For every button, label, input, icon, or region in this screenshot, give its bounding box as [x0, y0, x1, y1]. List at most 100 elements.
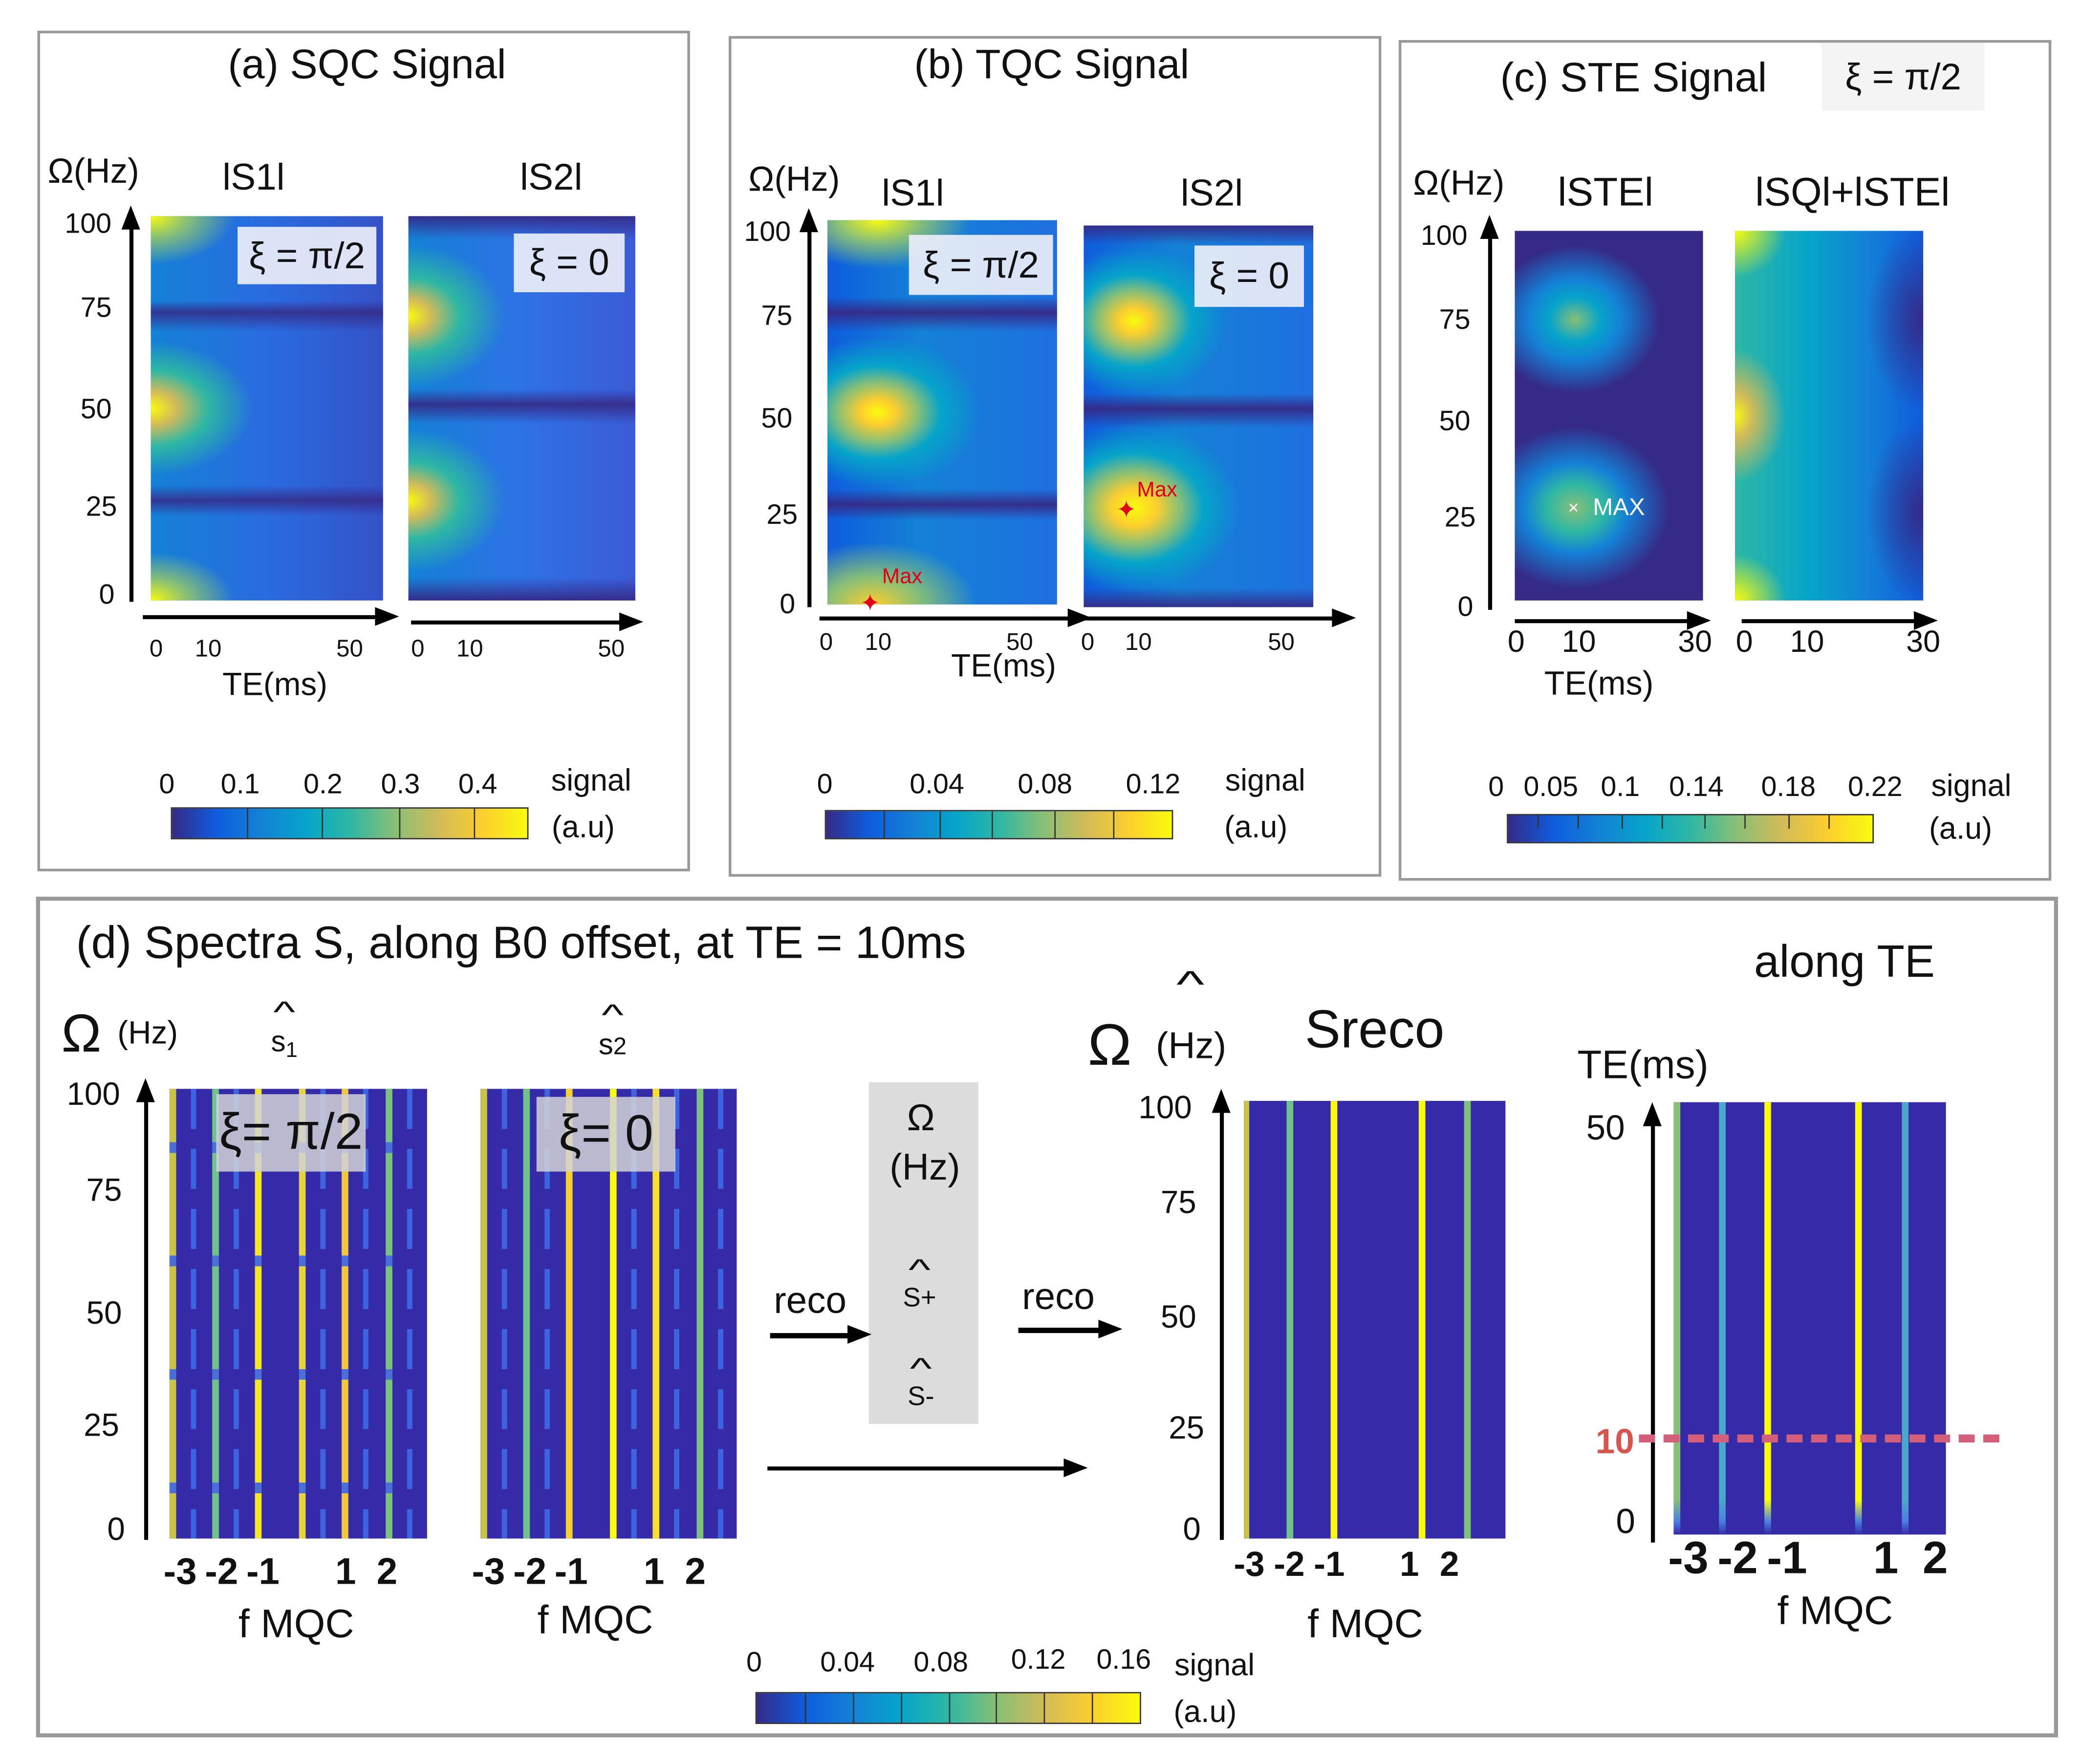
max-marker-icon: ✦ [1116, 496, 1137, 523]
x-tick: 50 [1006, 628, 1033, 655]
s-minus-label: ^ S- [907, 1352, 934, 1412]
y-tick: 100 [1420, 220, 1468, 252]
colorbar-tick: 0.05 [1523, 772, 1579, 803]
x-axis-label: f MQC [537, 1598, 653, 1643]
y-tick: 25 [84, 1407, 120, 1444]
x-tick: -2 [1717, 1533, 1758, 1584]
y-axis-arrow [136, 1078, 155, 1540]
colorbar-tick: 0.1 [1601, 772, 1640, 803]
x-axis-arrow [1741, 611, 1938, 630]
colorbar-unit: (a.u) [1224, 809, 1288, 844]
x-tick: 2 [1439, 1544, 1459, 1584]
x-axis-arrow [819, 608, 1092, 627]
y-tick: 50 [761, 404, 793, 434]
colorbar-tick: 0.4 [458, 769, 498, 800]
reco-arrow [1018, 1319, 1123, 1338]
direct-arrow [767, 1458, 1088, 1477]
colorbar-unit: (a.u) [551, 809, 615, 844]
colorbar [824, 810, 1173, 839]
y-tick: 75 [1160, 1184, 1196, 1221]
colorbar-tick: 0 [159, 769, 175, 800]
spectrum-along-te [1673, 1102, 1946, 1535]
spectral-line [1901, 1102, 1908, 1535]
xi-label: ξ = 0 [514, 233, 625, 293]
x-tick: -1 [1767, 1533, 1807, 1584]
y-tick: 50 [80, 394, 112, 425]
x-tick: 50 [598, 635, 625, 662]
colorbar-tick: 0.04 [820, 1647, 875, 1678]
y-tick: 0 [99, 580, 115, 611]
x-axis-label: f MQC [238, 1602, 354, 1647]
hz-label: (Hz) [117, 1015, 178, 1052]
faint-spectral-line [320, 1089, 326, 1539]
x-tick: 0 [819, 628, 833, 655]
y-tick-te-10: 10 [1595, 1421, 1634, 1462]
spectral-line [523, 1089, 530, 1539]
y-axis-arrow [1212, 1089, 1231, 1540]
x-tick: 2 [1922, 1533, 1948, 1584]
y-tick: 100 [1138, 1090, 1192, 1126]
x-tick: 0 [1735, 624, 1753, 659]
x-axis-arrow [411, 612, 644, 631]
y-tick: 100 [744, 216, 791, 248]
heatmap-ste [1515, 231, 1703, 601]
y-axis-label: Ω(Hz) [47, 151, 139, 191]
panel-a-title: (a) SQC Signal [228, 41, 506, 87]
spectral-line [1718, 1102, 1726, 1535]
spectral-line [1855, 1102, 1863, 1535]
reco-label: reco [1022, 1275, 1095, 1317]
spectrum-s2 [480, 1089, 737, 1539]
colorbar-tick: 0 [1488, 772, 1504, 803]
box-hz: (Hz) [889, 1146, 960, 1188]
colorbar-tick: 0.08 [913, 1647, 969, 1678]
heatmap-title: lSTEl [1558, 171, 1654, 215]
reco-components-box [868, 1082, 978, 1424]
colorbar-tick: 0.12 [1126, 769, 1181, 800]
colorbar-tick: 0 [817, 769, 833, 800]
y-tick: 50 [1439, 406, 1471, 437]
x-axis-label: f MQC [1777, 1589, 1893, 1634]
te-axis-label: TE(ms) [1577, 1043, 1709, 1088]
faint-spectral-line [717, 1089, 723, 1539]
spectral-line [1419, 1100, 1426, 1539]
colorbar [755, 1692, 1141, 1724]
colorbar-label: signal [551, 762, 631, 797]
spectral-line [1330, 1100, 1337, 1539]
y-tick: 100 [66, 1076, 120, 1113]
x-tick: 1 [335, 1550, 356, 1592]
x-tick: 10 [1562, 624, 1596, 659]
x-tick: 10 [865, 628, 892, 655]
colorbar-label: signal [1225, 762, 1305, 797]
x-tick: 50 [1268, 628, 1295, 655]
faint-spectral-line [407, 1089, 412, 1539]
x-tick: 10 [1790, 624, 1824, 659]
y-tick: 25 [86, 492, 117, 523]
y-tick: 0 [1183, 1511, 1201, 1548]
x-tick: 10 [456, 635, 483, 662]
x-tick: -1 [554, 1550, 588, 1592]
sreco-label: ^ Sreco [1176, 963, 1445, 1060]
faint-spectral-line [674, 1089, 680, 1539]
colorbar-tick: 0.18 [1761, 772, 1816, 803]
colorbar-unit: (a.u) [1929, 810, 1993, 845]
spectral-line [385, 1089, 392, 1539]
spectral-line [212, 1089, 219, 1539]
y-tick: 100 [65, 209, 112, 240]
x-axis-label: f MQC [1307, 1602, 1423, 1647]
spectrum-sreco [1244, 1100, 1506, 1539]
x-tick: 30 [1906, 624, 1941, 659]
panel-b [729, 36, 1382, 877]
x-tick: 50 [336, 635, 363, 662]
spectral-line [1463, 1100, 1470, 1539]
xi-label: ξ = 0 [1194, 245, 1304, 307]
x-axis-label: TE(ms) [951, 648, 1056, 685]
colorbar [171, 807, 529, 839]
colorbar-tick: 0.22 [1847, 772, 1903, 803]
spectral-line [566, 1089, 573, 1539]
x-axis-label: TE(ms) [222, 667, 327, 704]
panel-d-title: (d) Spectra S, along B0 offset, at TE = … [76, 918, 966, 969]
s-plus-label: ^ S+ [903, 1253, 936, 1313]
y-tick: 75 [86, 1173, 122, 1209]
spectral-line [609, 1089, 616, 1539]
